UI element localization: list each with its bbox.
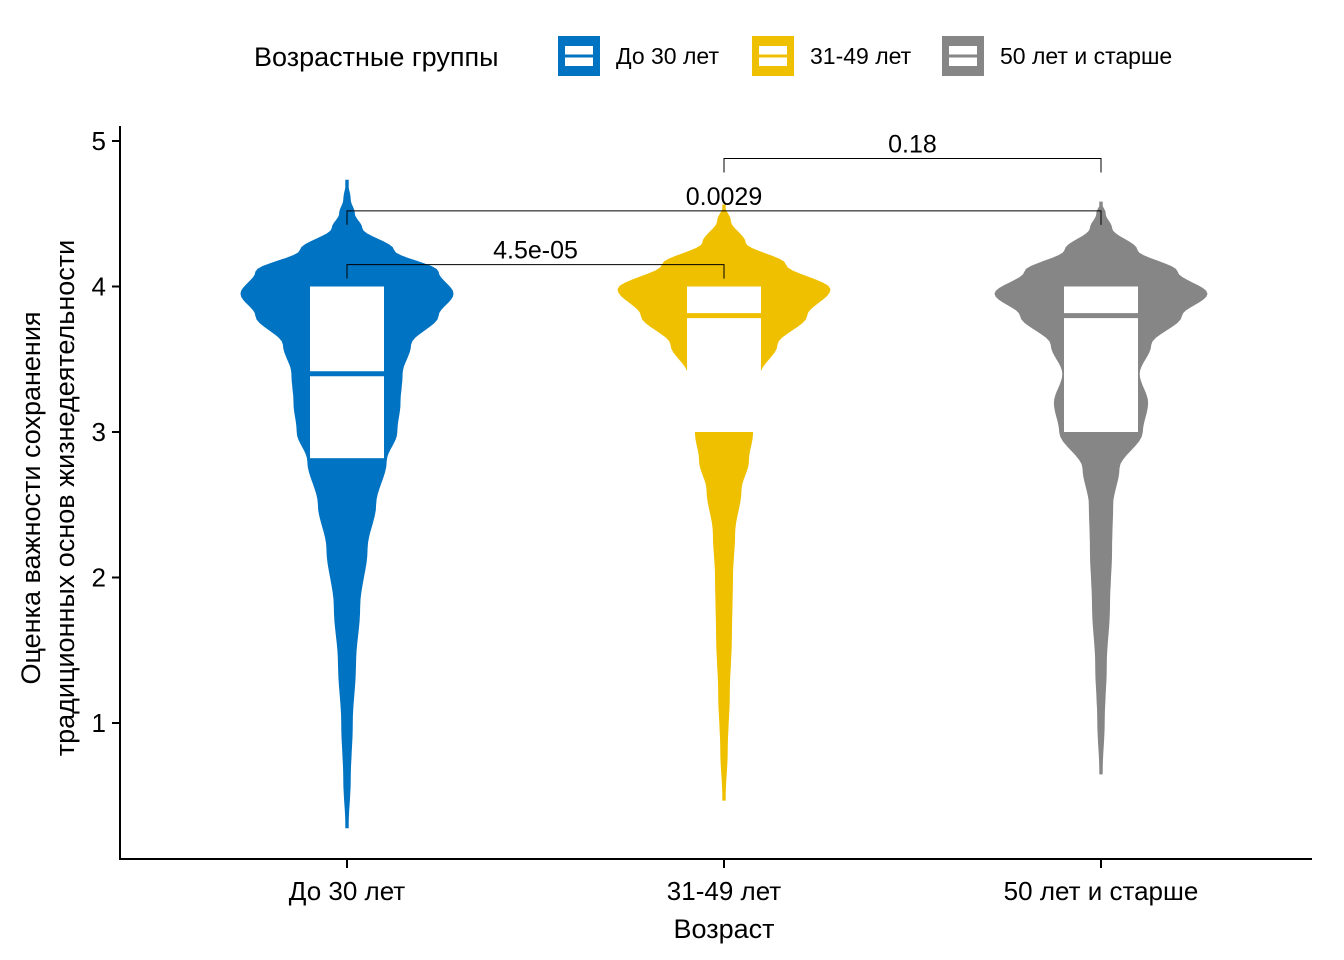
box-iqr [687, 286, 761, 432]
y-axis-title-line-2: традиционных основ жизнедеятельности [50, 240, 80, 756]
comparison-bracket: 0.0029 [346, 183, 1102, 225]
x-axis-title: Возраст [674, 914, 775, 944]
legend-item: До 30 лет [558, 36, 719, 76]
legend-item: 31-49 лет [752, 36, 912, 76]
y-axis-title-line-1: Оценка важности сохранения [16, 311, 46, 684]
p-value-label: 0.18 [888, 130, 937, 158]
x-tick-label: 50 лет и старше [1004, 876, 1199, 906]
y-tick-label: 1 [92, 708, 106, 738]
violin-group [617, 204, 831, 801]
y-tick-label: 4 [92, 272, 106, 302]
legend-title: Возрастные группы [254, 42, 499, 72]
y-tick-label: 2 [92, 563, 106, 593]
p-value-label: 0.0029 [686, 183, 762, 211]
y-ticks: 1 2 3 4 5 [92, 126, 120, 738]
x-tick-label: 31-49 лет [667, 876, 781, 906]
y-tick-label: 3 [92, 417, 106, 447]
p-value-label: 4.5e-05 [493, 237, 578, 265]
bracket-line [346, 264, 725, 279]
comparison-brackets: 4.5e-05 0.0029 0.18 [346, 130, 1102, 279]
x-ticks: До 30 лет 31-49 лет 50 лет и старше [289, 859, 1199, 906]
comparison-bracket: 0.18 [723, 130, 1102, 173]
violin-group [240, 179, 454, 829]
bracket-line [346, 210, 1102, 225]
legend-label: 31-49 лет [810, 43, 912, 69]
violin-shape [240, 179, 454, 829]
y-tick-label: 5 [92, 126, 106, 156]
violin-group [994, 201, 1208, 775]
legend: Возрастные группы До 30 лет 31-49 лет 50 л… [254, 36, 1172, 76]
legend-item: 50 лет и старше [942, 36, 1172, 76]
legend-label: До 30 лет [616, 43, 719, 69]
comparison-bracket: 4.5e-05 [346, 237, 725, 279]
violin-shape [617, 204, 831, 801]
violins [240, 179, 1208, 829]
x-tick-label: До 30 лет [289, 876, 405, 906]
bracket-line [723, 157, 1102, 173]
box-iqr [1064, 286, 1138, 432]
legend-label: 50 лет и старше [1000, 43, 1172, 69]
violin-shape [994, 201, 1208, 775]
